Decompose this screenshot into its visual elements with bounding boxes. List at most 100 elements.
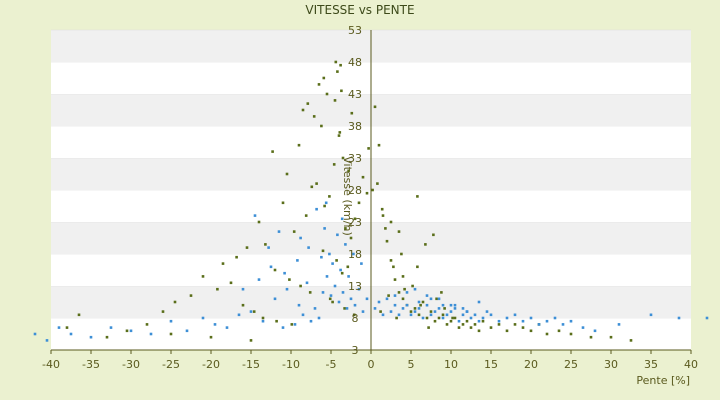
scatter-point — [469, 316, 473, 320]
scatter-point — [435, 297, 438, 301]
scatter-point — [241, 287, 245, 291]
y-tick-label: 38 — [348, 120, 362, 133]
scatter-point — [360, 262, 363, 265]
scatter-point — [377, 300, 381, 304]
scatter-point — [249, 310, 253, 313]
scatter-point — [437, 307, 441, 310]
scatter-point — [288, 278, 291, 281]
scatter-point — [381, 214, 385, 217]
scatter-point — [264, 243, 267, 246]
x-tick-label: 40 — [684, 358, 698, 371]
scatter-point — [317, 316, 321, 320]
scatter-point — [129, 329, 133, 333]
scatter-point — [109, 326, 113, 329]
x-tick-label: -25 — [162, 358, 180, 371]
scatter-point — [271, 150, 274, 153]
scatter-point — [457, 319, 461, 323]
scatter-point — [379, 310, 382, 313]
scatter-point — [437, 316, 441, 320]
scatter-point — [315, 207, 318, 211]
scatter-point — [245, 246, 249, 249]
scatter-point — [252, 310, 256, 313]
scatter-point — [313, 307, 317, 310]
scatter-point — [332, 163, 336, 166]
scatter-point — [361, 310, 365, 313]
y-axis-label: Vitesse (km/h) — [341, 156, 354, 236]
scatter-point — [221, 262, 225, 265]
scatter-point — [189, 294, 193, 297]
scatter-point — [216, 287, 219, 291]
scatter-point — [465, 319, 469, 323]
x-tick-label: 20 — [524, 358, 538, 371]
scatter-point — [589, 335, 593, 339]
scatter-point — [334, 60, 338, 64]
scatter-point — [405, 291, 409, 294]
scatter-point — [395, 316, 398, 320]
scatter-point — [461, 307, 465, 310]
scatter-point — [213, 323, 217, 326]
scatter-point — [253, 214, 257, 217]
scatter-point — [421, 300, 425, 304]
scatter-point — [333, 99, 337, 102]
scatter-point — [433, 319, 437, 323]
scatter-point — [308, 291, 312, 294]
scatter-point — [449, 303, 453, 307]
x-tick-label: -40 — [42, 358, 60, 371]
scatter-point — [169, 332, 173, 336]
scatter-point — [249, 339, 253, 342]
scatter-point — [409, 310, 413, 313]
x-tick-label: -10 — [282, 358, 300, 371]
scatter-point — [336, 70, 339, 73]
scatter-point — [445, 323, 449, 326]
scatter-point — [357, 201, 361, 205]
scatter-point — [629, 339, 633, 342]
scatter-point — [481, 319, 485, 323]
scatter-point — [373, 307, 377, 310]
scatter-point — [299, 236, 302, 240]
scatter-point — [347, 275, 350, 278]
scatter-point — [417, 300, 421, 304]
scatter-point — [349, 297, 353, 301]
scatter-point — [416, 195, 419, 198]
scatter-point — [461, 323, 465, 326]
scatter-point — [413, 310, 417, 313]
scatter-point — [593, 329, 597, 333]
scatter-point — [505, 316, 509, 320]
scatter-point — [169, 319, 173, 323]
scatter-point — [529, 329, 533, 333]
x-tick-label: -35 — [82, 358, 100, 371]
scatter-point — [553, 316, 557, 320]
scatter-point — [569, 319, 573, 323]
scatter-point — [317, 83, 321, 86]
scatter-point — [453, 316, 457, 320]
scatter-point — [513, 323, 517, 326]
scatter-point — [445, 313, 449, 317]
scatter-point — [301, 313, 305, 317]
scatter-point — [323, 204, 326, 208]
scatter-point — [441, 313, 445, 317]
scatter-point — [225, 326, 229, 329]
scatter-point — [296, 259, 299, 262]
scatter-point — [322, 76, 326, 80]
scatter-point — [341, 156, 345, 160]
scatter-point — [432, 233, 435, 237]
scatter-point — [293, 323, 297, 326]
scatter-point — [481, 316, 485, 320]
scatter-point — [373, 105, 377, 109]
scatter-point — [333, 284, 337, 288]
scatter-point — [441, 316, 445, 320]
scatter-point — [449, 310, 453, 313]
scatter-point — [397, 291, 401, 294]
scatter-point — [315, 182, 318, 185]
scatter-point — [353, 217, 357, 221]
scatter-point — [473, 313, 477, 317]
scatter-point — [350, 111, 354, 115]
scatter-point — [201, 275, 205, 278]
x-tick-label: 10 — [444, 358, 458, 371]
scatter-point — [343, 307, 346, 310]
scatter-point — [397, 313, 401, 317]
scatter-point — [336, 233, 339, 237]
y-tick-label: 43 — [348, 88, 362, 101]
scatter-point — [273, 297, 277, 301]
